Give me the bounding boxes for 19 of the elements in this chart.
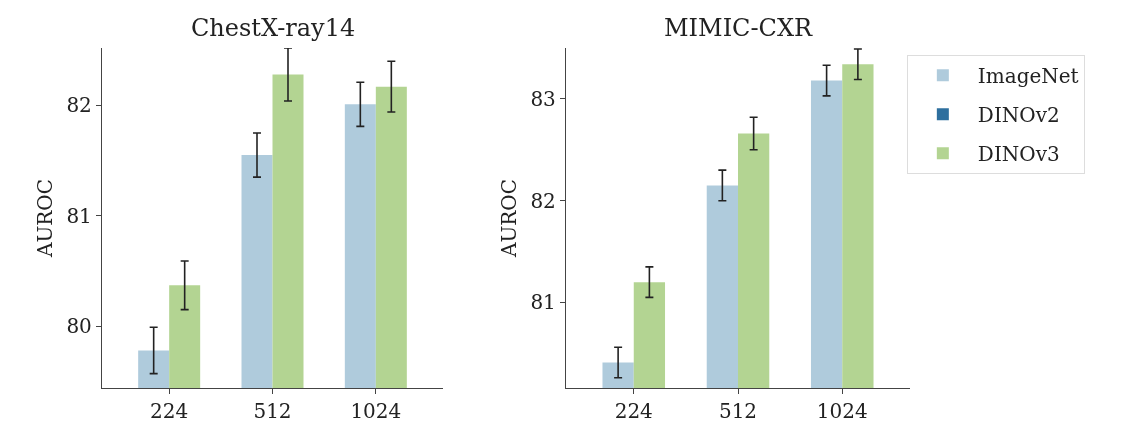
y-tick-label: 82 xyxy=(66,93,92,118)
x-tick-label: 512 xyxy=(718,399,758,424)
x-tick-label: 224 xyxy=(150,399,189,424)
x-tick-label: 1024 xyxy=(350,399,402,424)
y-axis-title: AUROC xyxy=(496,178,521,259)
legend-label: DINOv2 xyxy=(977,103,1060,128)
y-axis-title: AUROC xyxy=(32,178,57,259)
y-tick-label: 81 xyxy=(530,290,556,315)
y-tick-label: 83 xyxy=(530,86,556,111)
x-tick-label: 1024 xyxy=(816,399,868,424)
y-tick-label: 81 xyxy=(66,203,92,228)
chart-title: ChestX-ray14 xyxy=(191,14,356,42)
y-tick-label: 82 xyxy=(530,188,556,213)
legend-label: ImageNet xyxy=(977,64,1079,89)
legend-label: DINOv3 xyxy=(977,142,1060,167)
x-tick-label: 224 xyxy=(614,399,653,424)
x-tick-label: 512 xyxy=(253,399,292,424)
chart-title: MIMIC-CXR xyxy=(664,14,814,42)
y-tick-label: 80 xyxy=(66,314,92,339)
